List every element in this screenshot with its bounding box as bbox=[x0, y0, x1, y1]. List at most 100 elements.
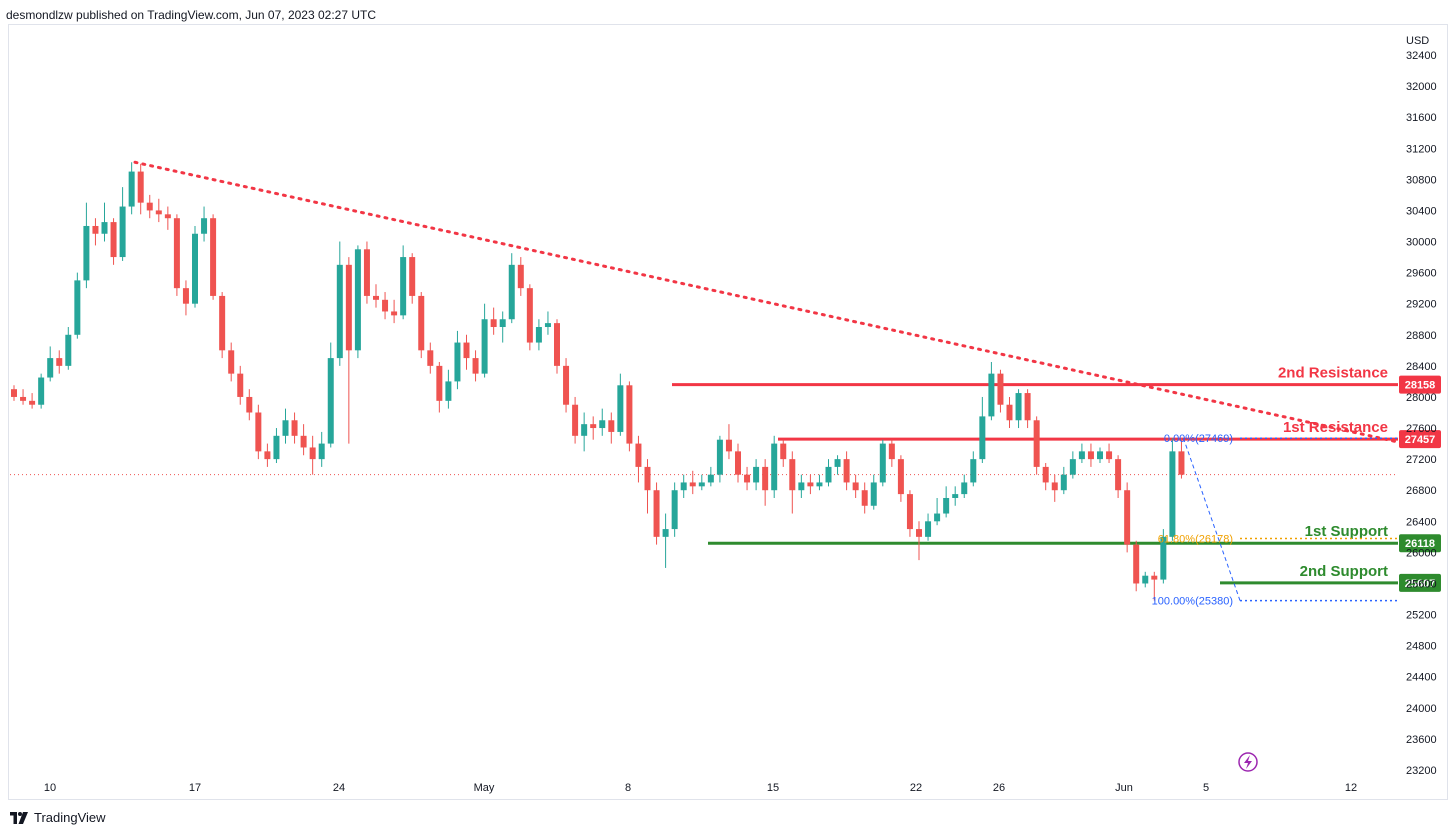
candle-body bbox=[925, 521, 932, 537]
candle-body bbox=[210, 218, 217, 296]
candle-body bbox=[671, 490, 678, 530]
x-tick-label: 15 bbox=[767, 782, 779, 794]
candle-body bbox=[816, 482, 823, 487]
candle-body bbox=[65, 334, 72, 366]
price-tag-bg bbox=[1399, 534, 1441, 553]
candle-body bbox=[1060, 474, 1067, 491]
x-tick-label: 17 bbox=[189, 782, 201, 794]
candle-body bbox=[897, 459, 904, 495]
candle-body bbox=[798, 482, 805, 491]
candle-body bbox=[1124, 490, 1131, 545]
y-tick-label: 29600 bbox=[1406, 268, 1437, 280]
candle-body bbox=[1051, 482, 1058, 491]
candle-body bbox=[291, 420, 298, 436]
candle-body bbox=[988, 373, 995, 417]
candle-body bbox=[526, 288, 533, 343]
candle-body bbox=[454, 342, 461, 382]
y-tick-label: 32400 bbox=[1406, 50, 1437, 62]
y-tick-label: 24800 bbox=[1406, 641, 1437, 653]
candles-layer bbox=[11, 162, 1185, 601]
candle-body bbox=[83, 225, 90, 281]
candle-body bbox=[400, 257, 407, 316]
candle-body bbox=[834, 459, 841, 467]
candle-body bbox=[110, 222, 117, 258]
candle-body bbox=[916, 529, 922, 537]
candle-body bbox=[1042, 466, 1049, 483]
candle-body bbox=[554, 323, 560, 366]
y-tick-label: 25600 bbox=[1406, 578, 1437, 590]
candle-body bbox=[1097, 451, 1103, 460]
y-tick-label: 23600 bbox=[1406, 734, 1437, 746]
candle-body bbox=[807, 482, 814, 487]
level-name: 2nd Support bbox=[1300, 563, 1388, 580]
candle-body bbox=[599, 420, 606, 429]
candle-body bbox=[1006, 404, 1013, 421]
candle-body bbox=[508, 264, 515, 320]
price-tag: 28158 bbox=[1405, 380, 1436, 392]
candle-body bbox=[943, 497, 950, 514]
x-tick-label: May bbox=[474, 782, 495, 794]
level-name: 1st Support bbox=[1305, 523, 1388, 540]
candle-body bbox=[707, 474, 714, 483]
y-tick-label: 26400 bbox=[1406, 516, 1437, 528]
lightning-icon-ring bbox=[1238, 752, 1258, 772]
candle-body bbox=[934, 513, 941, 522]
y-tick-label: 26000 bbox=[1406, 547, 1437, 559]
candle-body bbox=[906, 494, 913, 530]
candle-body bbox=[56, 358, 63, 366]
candle-body bbox=[264, 451, 271, 460]
y-tick-label: 30400 bbox=[1406, 205, 1437, 217]
candle-body bbox=[735, 451, 741, 475]
candle-body bbox=[20, 396, 27, 401]
candle-body bbox=[1133, 544, 1140, 584]
y-tick-label: 28400 bbox=[1406, 361, 1437, 373]
brand-footer[interactable]: TradingView bbox=[10, 810, 106, 825]
candle-body bbox=[662, 529, 669, 537]
price-tag-bg bbox=[1399, 573, 1441, 592]
candle-body bbox=[499, 319, 506, 328]
candle-body bbox=[164, 214, 171, 219]
y-tick-label: 30800 bbox=[1406, 174, 1437, 186]
tradingview-logo-icon bbox=[10, 811, 28, 824]
y-tick-label: 31200 bbox=[1406, 143, 1437, 155]
candle-body bbox=[201, 218, 208, 234]
candle-body bbox=[762, 466, 769, 491]
y-tick-label: 31600 bbox=[1406, 112, 1437, 124]
y-tick-label: 24000 bbox=[1406, 703, 1437, 715]
candle-body bbox=[29, 400, 36, 405]
x-tick-label: 10 bbox=[44, 782, 56, 794]
y-tick-label: 27600 bbox=[1406, 423, 1437, 435]
candle-body bbox=[427, 350, 434, 366]
candle-body bbox=[1178, 451, 1185, 475]
candle-body bbox=[1069, 459, 1076, 475]
y-tick-label: 30000 bbox=[1406, 237, 1437, 249]
candle-body bbox=[128, 171, 135, 207]
candle-body bbox=[1106, 451, 1113, 460]
candle-body bbox=[1024, 393, 1031, 421]
candle-body bbox=[653, 490, 660, 537]
candle-body bbox=[1115, 459, 1122, 491]
candle-body bbox=[961, 482, 968, 495]
candle-body bbox=[182, 288, 189, 304]
candle-body bbox=[626, 385, 633, 444]
candle-body bbox=[74, 280, 81, 335]
candle-body bbox=[137, 171, 144, 203]
y-tick-label: 32000 bbox=[1406, 81, 1437, 93]
axis-layer: USD 32400 32000 31600 31200 30800 30400 30000 29… bbox=[44, 35, 1437, 794]
y-tick-label: 29200 bbox=[1406, 299, 1437, 311]
candle-body bbox=[725, 439, 732, 452]
fib-level-label: 61.80%(26178) bbox=[1158, 534, 1233, 546]
candle-body bbox=[255, 412, 262, 452]
candle-body bbox=[952, 494, 959, 498]
lightning-icon bbox=[1244, 755, 1252, 769]
candle-body bbox=[1160, 536, 1167, 580]
x-tick-label: 26 bbox=[993, 782, 1005, 794]
price-tag-bg bbox=[1399, 430, 1441, 449]
candle-body bbox=[490, 319, 497, 328]
candle-body bbox=[1142, 575, 1149, 584]
candle-body bbox=[581, 424, 588, 436]
candle-body bbox=[237, 373, 244, 397]
candle-body bbox=[155, 210, 162, 215]
candle-body bbox=[879, 443, 886, 483]
